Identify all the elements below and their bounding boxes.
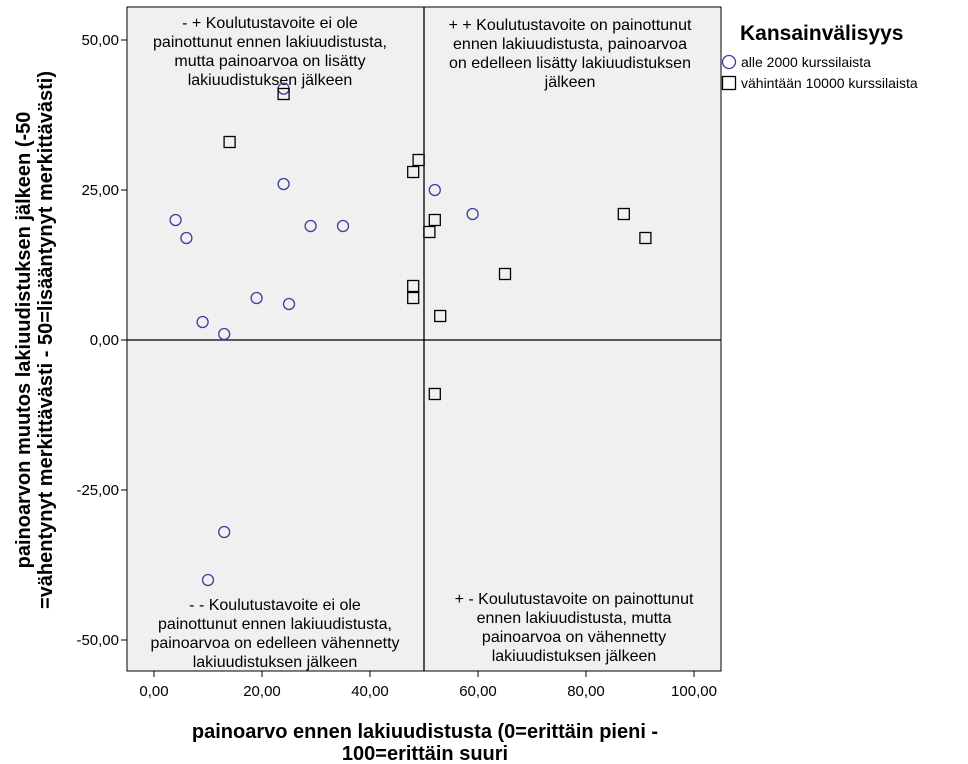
data-point-square (428, 213, 441, 227)
y-axis-title: painoarvon muutos lakiuudistuksen jälkee… (13, 112, 35, 569)
x-axis-title: painoarvo ennen lakiuudistusta (0=erittä… (192, 721, 658, 743)
x-tick-label: 60,00 (459, 683, 497, 700)
legend-label: alle 2000 kurssilaista (741, 54, 871, 70)
data-point-square (223, 135, 236, 149)
x-tick-label: 40,00 (351, 683, 389, 700)
y-tick-label: -50,00 (76, 632, 119, 649)
quadrant-label-bottom-right: + - Koulutustavoite on painottunut (455, 591, 694, 608)
quadrant-label-bottom-right: ennen lakiuudistusta, mutta (477, 610, 672, 627)
quadrant-label-top-left: - + Koulutustavoite ei ole (182, 15, 358, 32)
legend-title: Kansainvälisyys (740, 22, 903, 45)
data-point-circle (304, 219, 317, 233)
data-point-circle (218, 327, 231, 341)
quadrant-label-bottom-left: painottunut ennen lakiuudistusta, (158, 616, 392, 633)
quadrant-label-top-right: on edelleen lisätty lakiuudistuksen (449, 55, 691, 72)
y-axis-title: =vähentynyt merkittävästi - 50=lisääntyn… (35, 71, 57, 609)
x-tick-label: 20,00 (243, 683, 281, 700)
quadrant-label-bottom-left: - - Koulutustavoite ei ole (189, 597, 361, 614)
quadrant-label-top-left: painottunut ennen lakiuudistusta, (153, 34, 387, 51)
data-point-circle (180, 231, 193, 245)
y-tick-label: 0,00 (90, 332, 119, 349)
data-point-square (617, 207, 630, 221)
legend-marker-circle (721, 54, 737, 70)
quadrant-label-top-right: jälkeen (544, 74, 596, 91)
x-tick-label: 80,00 (567, 683, 605, 700)
x-tick-label: 0,00 (139, 683, 168, 700)
quadrant-label-top-right: + + Koulutustavoite on painottunut (449, 17, 692, 34)
quadrant-label-bottom-left: painoarvoa on edelleen vähennetty (150, 635, 399, 652)
y-tick-label: 25,00 (81, 182, 119, 199)
data-point-square (407, 279, 420, 293)
data-point-circle (250, 291, 263, 305)
data-point-circle (218, 525, 231, 539)
data-point-circle (282, 297, 296, 311)
quadrant-label-top-right: ennen lakiuudistusta, painoarvoa (453, 36, 687, 53)
data-point-square (407, 291, 420, 305)
data-point-square (639, 231, 652, 245)
data-point-square (498, 267, 512, 281)
y-tick-label: -25,00 (76, 482, 119, 499)
data-point-circle (201, 573, 215, 587)
data-point-square (412, 153, 425, 167)
quadrant-label-bottom-right: painoarvoa on vähennetty (482, 629, 666, 646)
x-tick-label: 100,00 (671, 683, 717, 700)
quadrant-label-bottom-right: lakiuudistuksen jälkeen (492, 648, 657, 665)
legend-marker-square (721, 75, 737, 91)
data-point-circle (428, 183, 441, 197)
data-point-circle (466, 207, 479, 221)
y-tick-label: 50,00 (81, 32, 119, 49)
data-point-square (434, 309, 447, 323)
data-point-square (428, 387, 441, 401)
data-point-circle (169, 213, 182, 227)
x-axis-title: 100=erittäin suuri (342, 743, 508, 764)
quadrant-label-top-left: lakiuudistuksen jälkeen (188, 72, 353, 89)
data-point-circle (277, 177, 290, 191)
data-point-square (407, 165, 420, 179)
data-point-square (277, 87, 290, 101)
data-point-circle (196, 315, 209, 329)
data-point-square (423, 225, 436, 239)
quadrant-label-bottom-left: lakiuudistuksen jälkeen (193, 654, 358, 671)
quadrant-label-top-left: mutta painoarvoa on lisätty (174, 53, 365, 70)
data-point-circle (336, 219, 350, 233)
legend-label: vähintään 10000 kurssilaista (741, 75, 918, 91)
